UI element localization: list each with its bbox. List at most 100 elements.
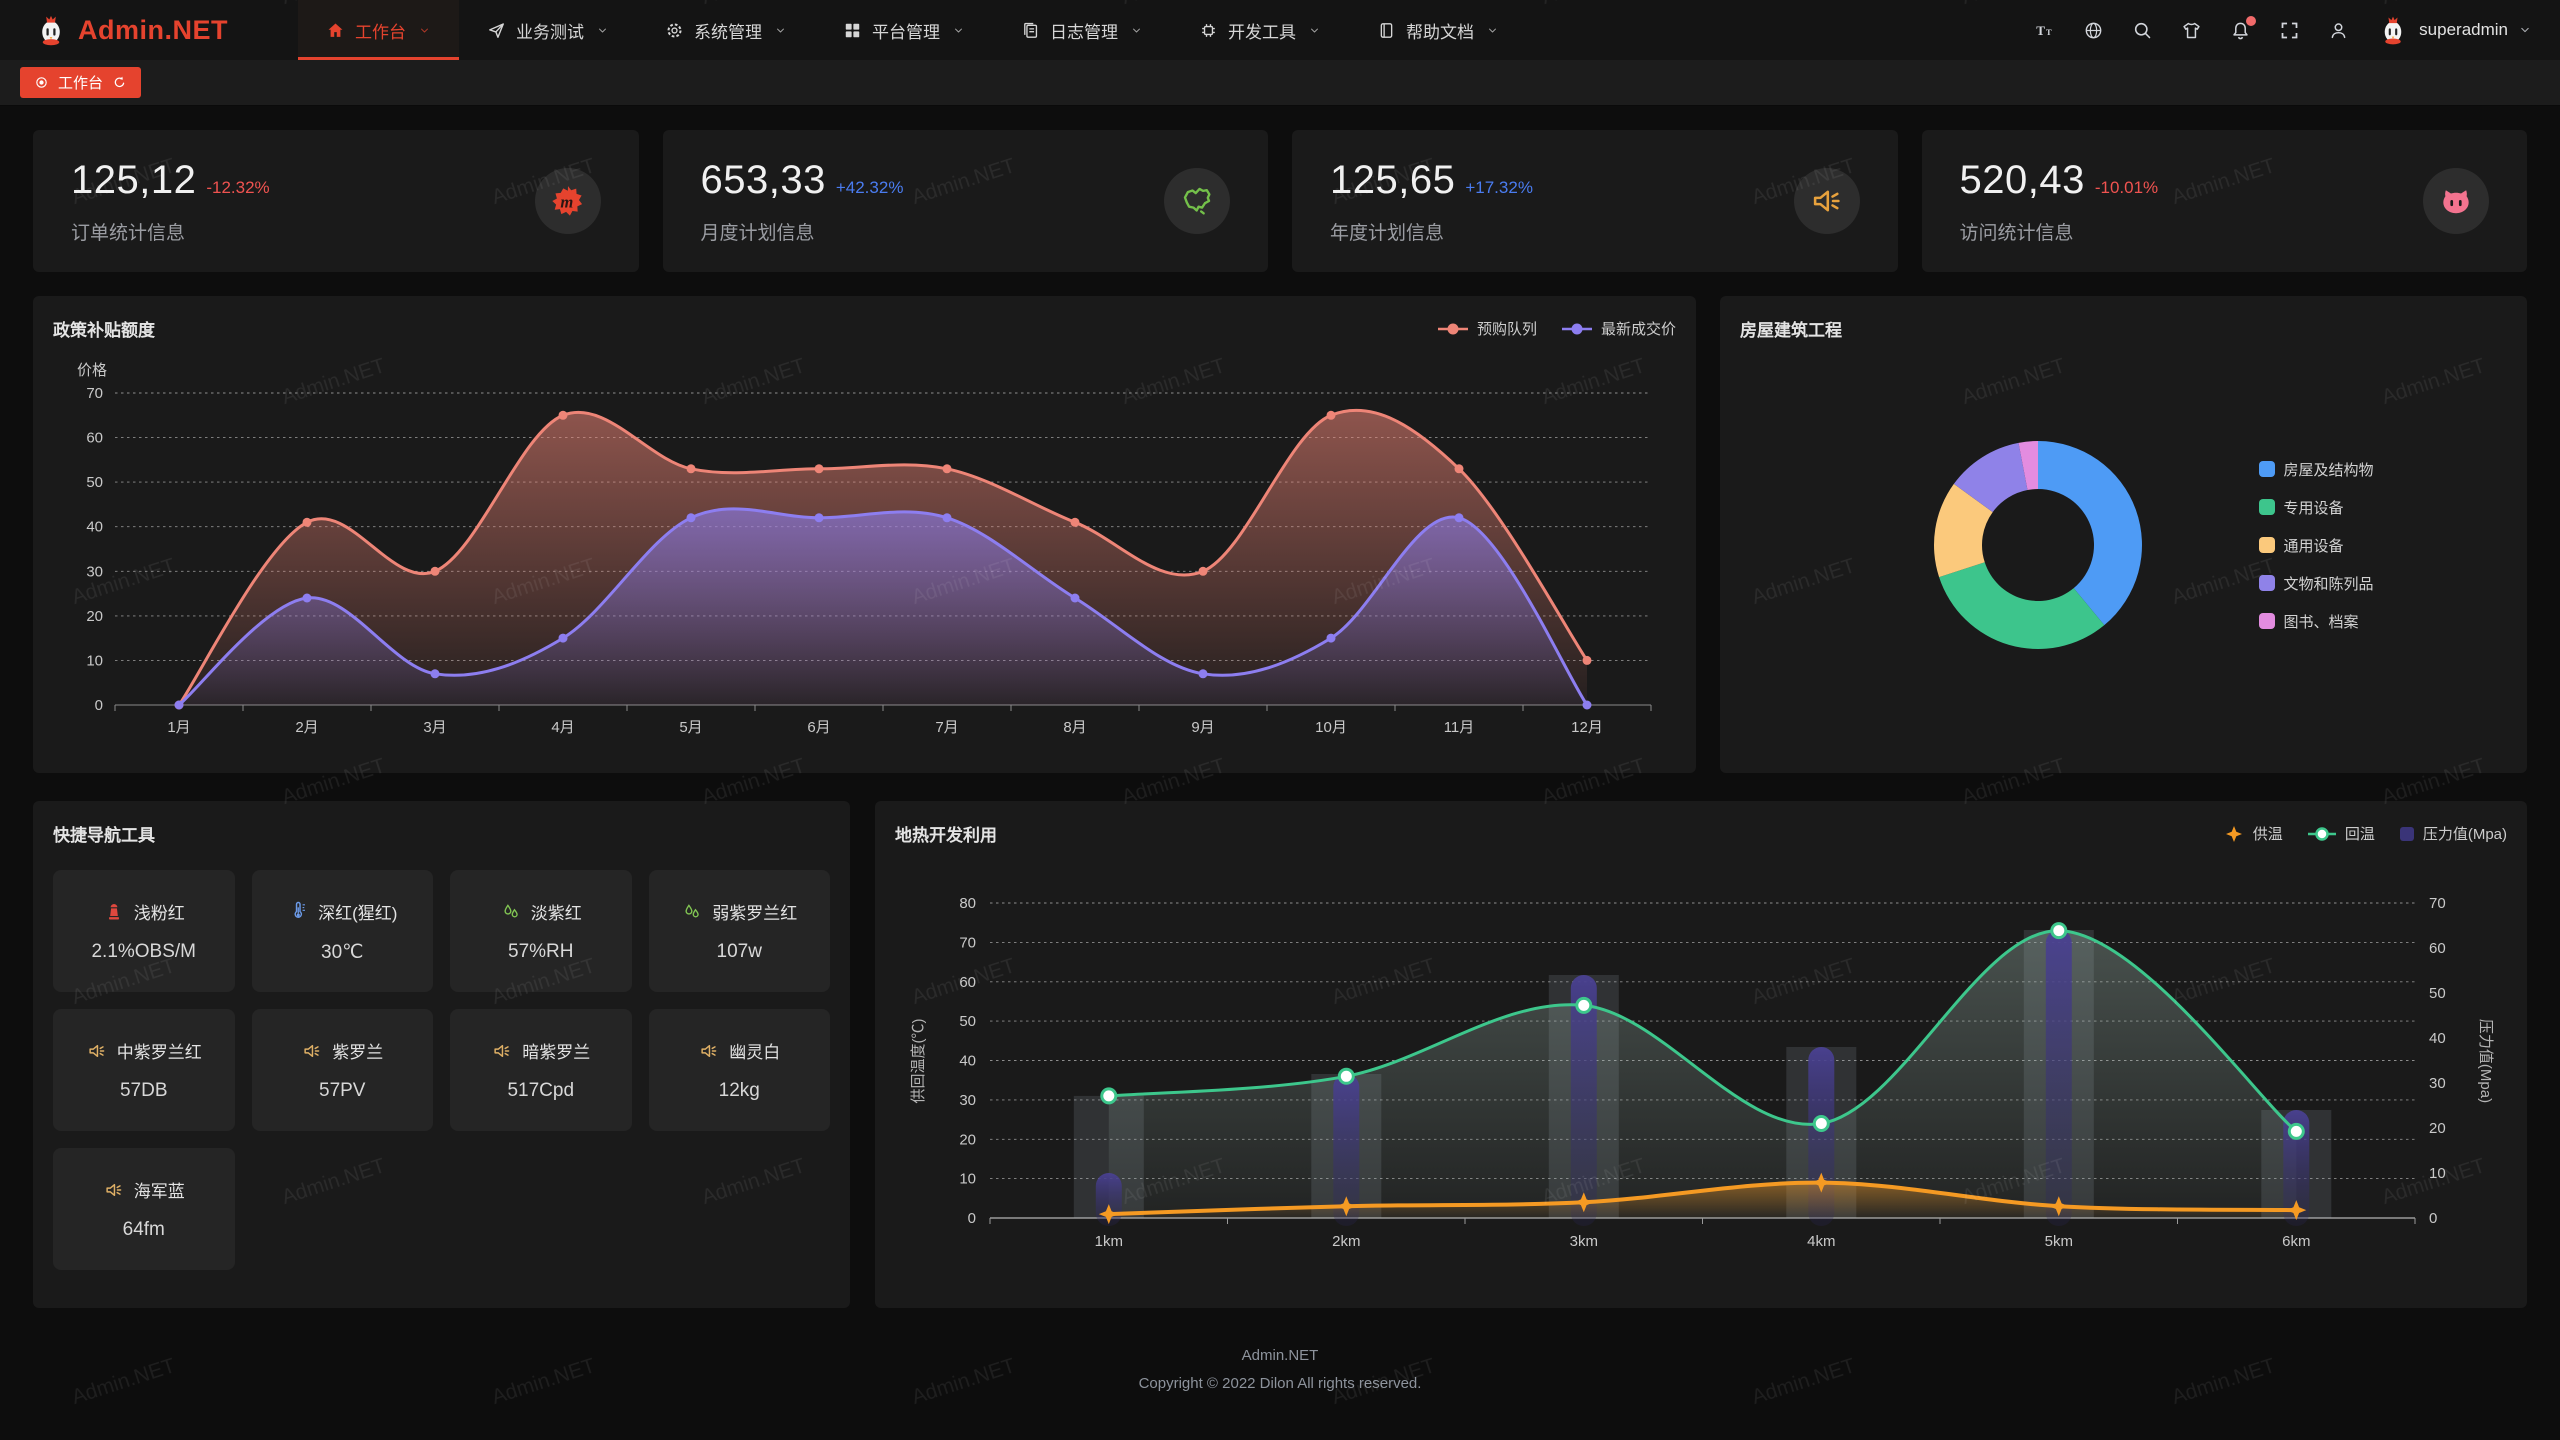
quick-nav-item-3[interactable]: 淡紫红 57%RH <box>450 870 632 992</box>
donut-segment-5[interactable] <box>2018 441 2039 490</box>
speaker-icon <box>494 1044 510 1057</box>
stat-value: 125,65 <box>1330 157 1456 202</box>
user-icon <box>2331 22 2346 38</box>
x-tick-label: 12月 <box>1571 719 1603 736</box>
chart-title: 政策补贴额度 <box>53 321 155 340</box>
data-point <box>814 513 824 523</box>
supply-temp-point <box>2286 1200 2307 1221</box>
x-tick-label: 8月 <box>1063 719 1086 736</box>
chevron-down-icon <box>599 28 606 33</box>
stat-cards-row: 125,12 -12.32% 订单统计信息 m 653,33 +42.32% 月度计划信息 1… <box>33 130 2527 272</box>
legend-item-图书、档案[interactable]: 图书、档案 <box>2259 611 2373 632</box>
refresh-icon[interactable] <box>112 75 127 90</box>
svg-text:60: 60 <box>2429 940 2446 957</box>
legend-color-chip <box>2259 613 2276 629</box>
x-tick-label: 5月 <box>679 719 702 736</box>
data-point <box>814 464 824 474</box>
language-icon-button[interactable] <box>2083 20 2104 41</box>
app-title: Admin.NET <box>78 14 228 45</box>
brand[interactable]: Admin.NET <box>34 0 228 60</box>
geothermal-chart: 0 10 20 30 40 50 60 70 80 0 10 20 30 40 50 60 70 供回温度(℃) 压… <box>910 895 2494 1250</box>
legend-item-压力值(Mpa)[interactable]: 压力值(Mpa) <box>2399 823 2507 844</box>
legend-item-专用设备[interactable]: 专用设备 <box>2259 497 2373 518</box>
data-point <box>942 464 952 474</box>
legend-item-回温[interactable]: 回温 <box>2307 823 2375 844</box>
quick-nav-item-9[interactable]: 海军蓝 64fm <box>53 1148 235 1270</box>
stat-icon-circle <box>1793 168 1860 234</box>
chevron-down-icon <box>777 28 784 33</box>
data-point <box>1582 655 1592 665</box>
legend-item-文物和陈列品[interactable]: 文物和陈列品 <box>2259 573 2374 594</box>
search-icon-button[interactable] <box>2132 20 2153 41</box>
legend-item-供温[interactable]: 供温 <box>2223 823 2283 844</box>
legend-color-chip <box>2259 499 2276 515</box>
fullscreen-icon-button[interactable] <box>2279 20 2300 41</box>
bell-icon <box>2233 22 2248 39</box>
stat-info: 520,43 -10.01% 访问统计信息 <box>1960 158 2159 245</box>
speaker-icon <box>304 1044 320 1057</box>
logo-icon <box>34 13 68 47</box>
quick-nav-item-4[interactable]: 弱紫罗兰红 107w <box>648 870 830 992</box>
donut-segment-3[interactable] <box>1934 483 1994 578</box>
quick-item-value: 57%RH <box>508 941 574 962</box>
chevron-down-icon <box>1133 28 1140 33</box>
nav-item-2[interactable]: 业务测试 <box>459 0 637 60</box>
user-menu[interactable]: superadmin <box>2377 14 2532 46</box>
quick-nav-item-1[interactable]: 浅粉红 2.1%OBS/M <box>53 870 235 992</box>
data-point <box>302 517 312 527</box>
quick-nav-title: 快捷导航工具 <box>53 826 155 845</box>
main-menu: 工作台 业务测试 系统管理 平台管理 日志管理 开发工具 帮助文档 <box>298 0 1527 60</box>
legend-item-通用设备[interactable]: 通用设备 <box>2259 535 2373 556</box>
legend-label: 房屋及结构物 <box>2283 461 2374 479</box>
donut-segment-2[interactable] <box>1939 562 2105 649</box>
donut-segment-1[interactable] <box>2038 441 2143 626</box>
quick-nav-item-5[interactable]: 中紫罗兰红 57DB <box>53 1009 235 1131</box>
quick-nav-item-6[interactable]: 紫罗兰 57PV <box>251 1009 433 1131</box>
droplets-icon <box>685 903 699 917</box>
nav-item-label: 开发工具 <box>1228 22 1296 42</box>
quick-nav-item-8[interactable]: 幽灵白 12kg <box>648 1009 830 1131</box>
theme-icon <box>2183 22 2200 38</box>
nav-item-7[interactable]: 帮助文档 <box>1349 0 1527 60</box>
legend-label: 压力值(Mpa) <box>2422 826 2507 843</box>
svg-text:0: 0 <box>95 697 103 714</box>
gear-icon <box>667 22 682 38</box>
quick-item-label: 幽灵白 <box>729 1043 781 1062</box>
log-icon <box>1024 22 1038 38</box>
data-point <box>1070 593 1080 603</box>
nav-item-1[interactable]: 工作台 <box>298 0 459 60</box>
nav-item-5[interactable]: 日志管理 <box>993 0 1171 60</box>
legend-label: 供温 <box>2252 826 2283 843</box>
grid-icon <box>845 23 860 37</box>
cat-icon <box>2443 190 2469 214</box>
bell-icon-button[interactable] <box>2230 15 2257 41</box>
legend-item-房屋及结构物[interactable]: 房屋及结构物 <box>2259 459 2374 480</box>
theme-icon-button[interactable] <box>2181 20 2202 41</box>
svg-text:20: 20 <box>86 608 103 625</box>
china-map-icon <box>1183 187 1211 215</box>
legend-item-预购队列[interactable]: 预购队列 <box>1437 318 1537 339</box>
quick-nav-grid: 浅粉红 2.1%OBS/M 深红(猩红) 30℃ 淡紫红 57%RH 弱紫罗兰红 107w 中紫… <box>53 870 830 1270</box>
data-point <box>174 700 184 710</box>
y-axis-name-right: 压力值(Mpa) <box>2477 1019 2494 1103</box>
quick-nav-item-7[interactable]: 暗紫罗兰 517Cpd <box>450 1009 632 1131</box>
nav-item-3[interactable]: 系统管理 <box>637 0 815 60</box>
donut-segment-4[interactable] <box>1954 442 2028 513</box>
data-point <box>686 513 696 523</box>
x-tick-label: 11月 <box>1444 719 1475 736</box>
svg-text:0: 0 <box>2429 1210 2437 1227</box>
nav-item-6[interactable]: 开发工具 <box>1171 0 1349 60</box>
nav-item-4[interactable]: 平台管理 <box>815 0 993 60</box>
legend-color-chip <box>2259 575 2276 591</box>
legend-item-最新成交价[interactable]: 最新成交价 <box>1561 318 1676 339</box>
chevron-down-icon <box>1311 28 1318 33</box>
speaker-icon <box>106 1183 122 1196</box>
x-tick-label: 1月 <box>167 719 190 736</box>
svg-text:40: 40 <box>959 1053 976 1070</box>
tab-workbench[interactable]: 工作台 <box>20 67 142 98</box>
quick-nav-item-2[interactable]: 深红(猩红) 30℃ <box>251 870 433 992</box>
user-icon-button[interactable] <box>2328 20 2349 41</box>
combo-chart-legend: 供温 回温 压力值(Mpa) <box>2223 823 2507 844</box>
